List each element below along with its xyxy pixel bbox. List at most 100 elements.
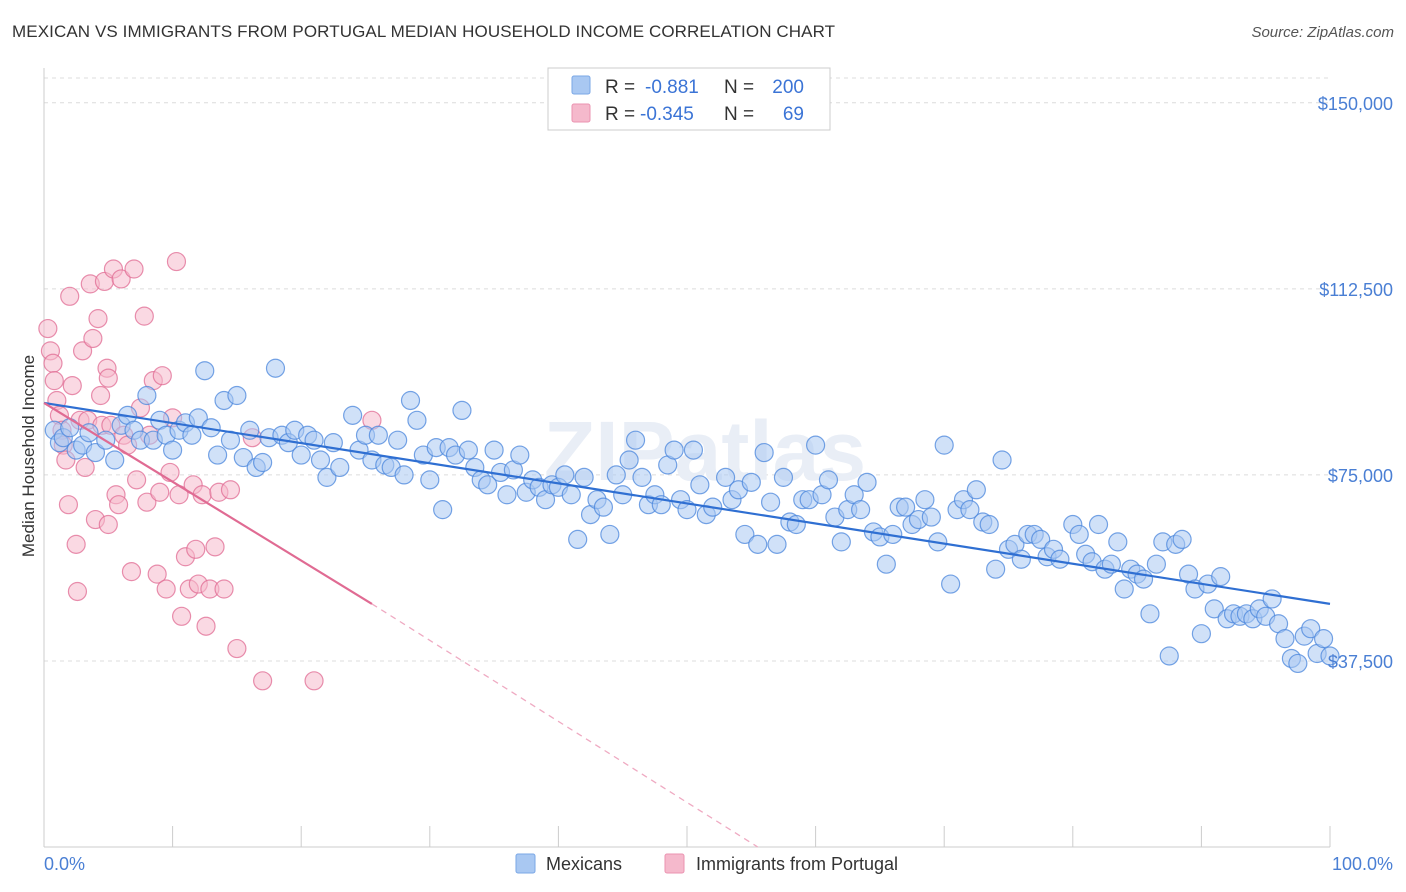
y-tick-label: $75,000 bbox=[1328, 466, 1393, 486]
mexicans-point bbox=[857, 472, 877, 492]
mexicans-point bbox=[625, 430, 646, 450]
mexicans-point bbox=[876, 554, 896, 574]
portugal-point bbox=[121, 562, 142, 582]
legend-r-value-1: -0.881 bbox=[645, 77, 699, 98]
mexicans-point bbox=[433, 500, 453, 520]
portugal-point bbox=[111, 269, 131, 289]
mexicans-point bbox=[1313, 629, 1334, 649]
mexicans-point bbox=[233, 447, 253, 468]
portugal-point bbox=[90, 385, 111, 406]
mexicans-point bbox=[754, 442, 774, 463]
portugal-point bbox=[152, 366, 172, 386]
legend-r-value-2: -0.345 bbox=[640, 104, 694, 125]
mexicans-point bbox=[831, 532, 851, 552]
mexicans-point bbox=[1211, 567, 1231, 587]
mexicans-point bbox=[593, 497, 614, 517]
portugal-point bbox=[220, 480, 241, 500]
mexicans-point bbox=[992, 450, 1012, 470]
portugal-point bbox=[67, 581, 88, 602]
mexicans-point bbox=[1108, 532, 1128, 552]
portugal-point bbox=[58, 495, 79, 515]
mexicans-point bbox=[805, 435, 826, 455]
portugal-point bbox=[137, 492, 157, 512]
mexicans-point bbox=[163, 440, 183, 460]
mexicans-point bbox=[986, 559, 1006, 579]
mexicans-point bbox=[1088, 514, 1109, 535]
mexicans-point bbox=[786, 514, 806, 535]
mexicans-point bbox=[600, 524, 620, 545]
mexicans-point bbox=[851, 500, 871, 520]
mexicans-point bbox=[561, 485, 581, 505]
portugal-point bbox=[60, 286, 80, 306]
legend-n-label-2: N = bbox=[724, 104, 754, 125]
portugal-point bbox=[108, 495, 129, 515]
trend-line-portugal-extension bbox=[371, 603, 759, 848]
legend-n-value-2: 69 bbox=[783, 104, 804, 125]
portugal-point bbox=[304, 671, 324, 691]
mexicans-point bbox=[137, 385, 157, 406]
mexicans-point bbox=[1140, 604, 1160, 624]
mexicans-point bbox=[85, 442, 106, 463]
mexicans-point bbox=[1320, 646, 1340, 666]
mexicans-point bbox=[478, 475, 498, 495]
y-axis-label: Median Household Income bbox=[19, 355, 38, 557]
mexicans-point bbox=[619, 450, 639, 470]
mexicans-point bbox=[915, 490, 935, 510]
mexicans-point bbox=[195, 361, 215, 381]
portugal-point bbox=[44, 371, 64, 391]
mexicans-point bbox=[330, 457, 350, 478]
mexicans-point bbox=[1262, 589, 1282, 609]
mexicans-point bbox=[632, 467, 652, 487]
mexicans-point bbox=[368, 425, 388, 445]
mexicans-point bbox=[227, 385, 247, 406]
mexicans-point bbox=[690, 475, 710, 495]
portugal-point bbox=[43, 353, 63, 373]
mexicans-point bbox=[253, 452, 273, 473]
mexicans-point bbox=[735, 524, 755, 545]
mexicans-point bbox=[1031, 529, 1051, 550]
mexicans-point bbox=[1069, 524, 1089, 545]
mexicans-point bbox=[574, 467, 594, 487]
mexicans-point bbox=[310, 450, 331, 470]
portugal-point bbox=[214, 579, 234, 599]
mexicans-point bbox=[420, 470, 440, 490]
mexicans-point bbox=[767, 534, 787, 554]
axes bbox=[43, 68, 1331, 848]
mexicans-point bbox=[1146, 554, 1166, 574]
portugal-point bbox=[227, 638, 247, 659]
mexicans-point bbox=[407, 410, 427, 430]
mexicans-point bbox=[317, 467, 337, 487]
mexicans-point bbox=[934, 435, 954, 455]
portugal-point bbox=[98, 368, 118, 388]
bottom-legend-portugal: Immigrants from Portugal bbox=[696, 854, 898, 874]
mexicans-point bbox=[265, 358, 286, 378]
mexicans-point bbox=[1114, 579, 1134, 599]
mexicans-point bbox=[1191, 624, 1212, 644]
portugal-point bbox=[83, 328, 103, 349]
mexicans-point bbox=[818, 470, 839, 490]
portugal-point bbox=[88, 309, 108, 329]
mexicans-point bbox=[1275, 629, 1295, 649]
legend-n-label-1: N = bbox=[724, 77, 754, 98]
source-credit: Source: ZipAtlas.com bbox=[1251, 24, 1394, 41]
legend-box: R = -0.881 N = 200 R = -0.345 N = 69 bbox=[547, 67, 831, 131]
mexicans-point bbox=[1172, 529, 1192, 550]
mexicans-point bbox=[1050, 549, 1070, 569]
portugal-point bbox=[126, 470, 147, 490]
portugal-point bbox=[253, 671, 273, 691]
x-tick-label: 0.0% bbox=[44, 854, 85, 874]
portugal-point bbox=[156, 579, 176, 599]
mexicans-point bbox=[394, 465, 414, 485]
portugal-point bbox=[160, 462, 180, 483]
mexicans-point bbox=[568, 529, 588, 550]
mexicans-point bbox=[1159, 646, 1179, 666]
legend-n-value-1: 200 bbox=[772, 77, 804, 98]
mexicans-point bbox=[760, 492, 781, 512]
mexicans-point bbox=[484, 440, 504, 460]
portugal-point bbox=[147, 564, 167, 584]
portugal-point bbox=[150, 482, 170, 502]
portugal-point bbox=[66, 534, 86, 554]
mexicans-point bbox=[664, 440, 684, 460]
portugal-point bbox=[38, 318, 58, 339]
